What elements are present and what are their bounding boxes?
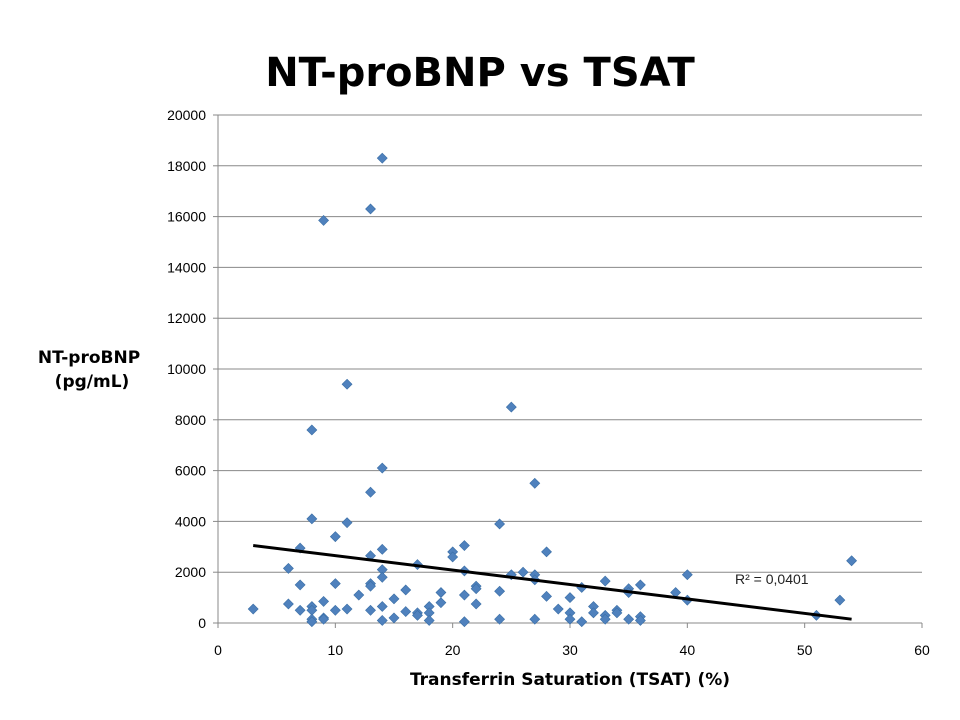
x-tick-label: 50 [797,642,813,658]
x-tick-label: 10 [328,642,344,658]
data-point [834,594,846,606]
data-point [329,604,341,616]
data-point [447,551,459,563]
data-point [318,595,330,607]
data-point [529,613,541,625]
data-point [494,613,506,625]
data-point [611,607,623,619]
data-point [306,513,318,525]
axes [213,114,923,628]
data-point [376,601,388,612]
data-point [388,612,400,624]
data-point [365,486,376,498]
data-point [529,477,541,489]
data-point [365,604,376,616]
data-point [599,575,611,587]
trendline-group [253,544,852,621]
data-point [458,540,470,551]
data-point [623,613,635,625]
data-point [470,583,482,595]
y-tick-label: 10000 [167,361,206,377]
x-tick-label: 20 [445,642,461,658]
data-point [376,615,388,626]
gridlines [218,114,922,573]
data-point [306,424,318,436]
data-point [564,592,576,604]
data-point [435,597,447,609]
data-point [588,607,599,619]
data-point [282,562,294,574]
x-tick-label: 60 [914,642,930,658]
y-tick-label: 12000 [167,310,206,326]
x-tick-labels: 0 10 20 30 40 50 60 [214,642,930,658]
y-tick-label: 18000 [167,158,206,174]
data-point [599,613,611,625]
data-point [412,609,423,621]
data-point [517,566,529,578]
y-tick-label: 20000 [167,107,206,123]
data-point [294,579,306,591]
data-point [341,517,353,529]
x-tick-label: 0 [214,642,222,658]
y-tick-label: 6000 [175,463,206,479]
data-point [494,585,506,597]
data-point [576,616,588,628]
data-point [634,579,646,591]
data-point [552,603,564,615]
data-point [318,214,330,226]
y-tick-label: 16000 [167,209,206,225]
y-tick-label: 0 [198,615,206,631]
data-point [247,603,259,615]
data-point [458,616,470,628]
data-point [423,615,435,626]
data-point [365,203,376,215]
data-point [341,378,353,390]
data-point [353,589,365,601]
x-tick-label: 30 [562,642,578,658]
data-point [318,613,330,625]
y-tick-label: 4000 [175,513,206,529]
data-point [329,531,341,543]
data-point [306,616,318,628]
data-point [494,518,506,530]
x-axis-title: Transferrin Saturation (TSAT) (%) [410,670,730,690]
data-point [541,546,552,558]
data-point [376,462,388,474]
chart-title: NT-proBNP vs TSAT [265,50,695,96]
data-point [564,613,576,625]
y-tick-label: 2000 [175,564,206,580]
data-point [541,590,552,602]
data-point [400,584,412,596]
data-point [634,615,646,626]
y-tick-label: 8000 [175,412,206,428]
y-axis-title-line-1: NT-proBNP [38,348,140,368]
data-point [400,606,412,617]
y-axis-title: NT-proBNP (pg/mL) [38,348,146,392]
data-point [681,569,693,581]
data-point [376,152,388,164]
data-point [470,598,482,610]
data-point [282,598,294,610]
data-point [435,587,447,598]
trendline [253,544,852,621]
r-squared-label: R² = 0,0401 [735,571,809,587]
data-point [376,543,388,555]
y-tick-labels: 0 2000 4000 6000 8000 10000 12000 14000 16000 180… [167,107,206,631]
data-point [376,571,388,583]
y-tick-label: 14000 [167,259,206,275]
data-point [341,603,353,615]
data-point [294,604,306,616]
y-axis-title-line-2: (pg/mL) [55,372,130,392]
data-point [505,401,517,413]
x-tick-label: 40 [680,642,696,658]
data-point [388,593,400,605]
data-point [458,589,470,601]
data-point [365,580,376,592]
data-point [329,578,341,590]
data-point [846,555,858,567]
